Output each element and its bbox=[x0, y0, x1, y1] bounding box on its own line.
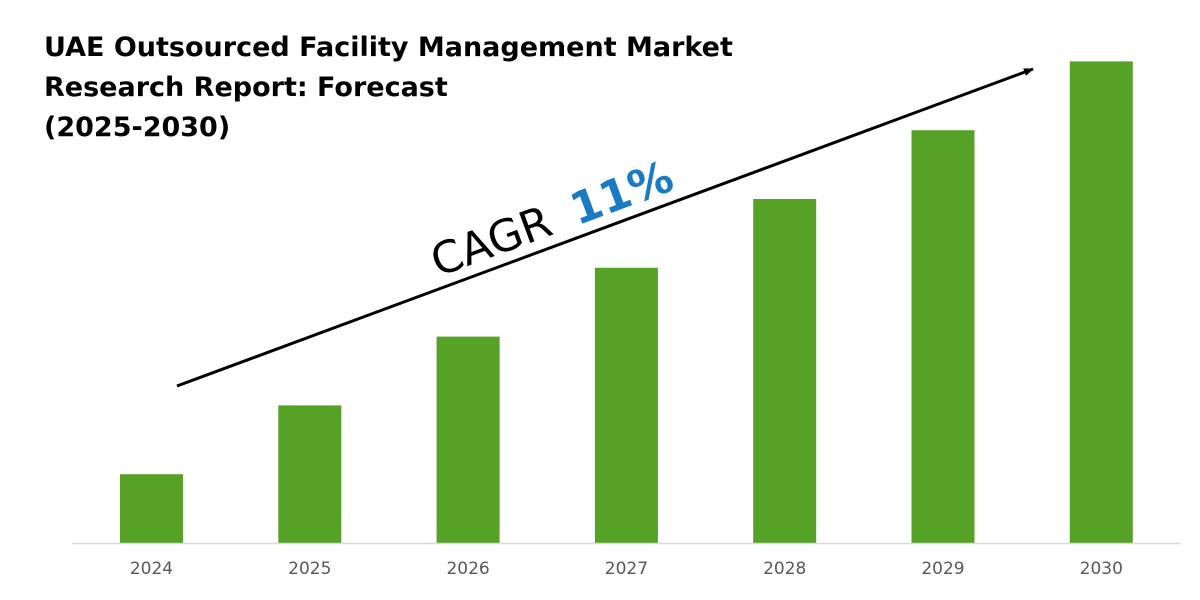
title-line: Research Report: Forecast bbox=[44, 72, 448, 103]
x-tick-label: 2030 bbox=[1080, 559, 1123, 579]
x-tick-label: 2028 bbox=[763, 559, 806, 579]
bar-2026 bbox=[436, 336, 500, 543]
x-tick-label: 2026 bbox=[446, 559, 489, 579]
bar-2025 bbox=[278, 405, 342, 543]
chart-title: UAE Outsourced Facility Management Marke… bbox=[44, 28, 764, 148]
title-line: UAE Outsourced Facility Management Marke… bbox=[44, 32, 733, 63]
bar-2029 bbox=[911, 130, 975, 543]
bar-2024 bbox=[120, 474, 183, 543]
x-tick-label: 2024 bbox=[130, 559, 173, 579]
cagr-value: 11% bbox=[564, 151, 680, 235]
cagr-label: CAGR bbox=[424, 196, 559, 287]
trend-arrow bbox=[176, 67, 1034, 388]
bar-2027 bbox=[594, 267, 658, 543]
bar-2028 bbox=[753, 199, 817, 543]
cagr-annotation: CAGR 11% bbox=[424, 151, 680, 287]
x-tick-label: 2027 bbox=[605, 559, 648, 579]
title-line: (2025-2030) bbox=[44, 112, 231, 143]
x-tick-label: 2025 bbox=[288, 559, 331, 579]
bars-group bbox=[120, 61, 1133, 544]
x-tick-labels: 2024 2025 2026 2027 2028 2029 2030 bbox=[130, 559, 1123, 579]
bar-2030 bbox=[1069, 61, 1133, 544]
x-tick-label: 2029 bbox=[921, 559, 964, 579]
